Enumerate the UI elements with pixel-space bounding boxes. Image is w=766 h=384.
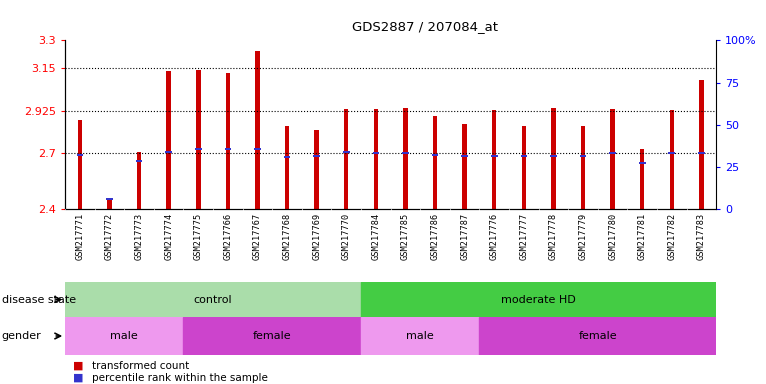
Text: GSM217774: GSM217774 [164,213,173,260]
Text: control: control [194,295,232,305]
Text: GSM217768: GSM217768 [283,213,292,260]
Bar [609,152,616,154]
Text: GSM217780: GSM217780 [608,213,617,260]
Bar [166,71,171,209]
Text: GSM217777: GSM217777 [519,213,529,260]
Text: GSM217776: GSM217776 [489,213,499,260]
Text: male: male [110,331,138,341]
Text: GSM217767: GSM217767 [253,213,262,260]
Text: ■: ■ [73,361,83,371]
Bar [552,108,555,209]
Bar [65,282,361,317]
Bar [550,155,557,157]
Bar [137,152,141,209]
Text: GSM217782: GSM217782 [667,213,676,260]
Text: GSM217784: GSM217784 [372,213,381,260]
Bar [106,198,113,200]
Bar [224,148,231,150]
Bar [611,109,615,209]
Bar [580,155,586,157]
Bar [521,155,527,157]
Bar [255,51,260,209]
Bar [374,109,378,209]
Bar [344,109,349,209]
Text: GSM217769: GSM217769 [313,213,321,260]
Text: gender: gender [2,331,41,341]
Bar [254,148,260,150]
Text: GSM217787: GSM217787 [460,213,469,260]
Text: transformed count: transformed count [92,361,189,371]
Bar [463,124,466,209]
Text: GSM217775: GSM217775 [194,213,203,260]
Bar [195,148,201,150]
Bar [77,154,83,156]
Bar [361,317,480,355]
Text: female: female [253,331,292,341]
Bar [403,108,408,209]
Text: GSM217778: GSM217778 [549,213,558,260]
Text: GSM217783: GSM217783 [697,213,706,260]
Bar [432,154,438,156]
Bar [640,149,644,209]
Bar [433,116,437,209]
Bar [165,151,172,153]
Bar [283,156,290,158]
Bar [522,126,526,209]
Bar [669,152,675,154]
Bar [669,110,674,209]
Bar [699,80,704,209]
Bar [480,317,716,355]
Text: female: female [578,331,617,341]
Bar [184,317,361,355]
Text: male: male [407,331,434,341]
Text: GSM217786: GSM217786 [430,213,440,260]
Text: GSM217766: GSM217766 [224,213,232,260]
Bar [581,126,585,209]
Bar [491,155,498,157]
Text: GSM217771: GSM217771 [75,213,84,260]
Bar [343,151,349,153]
Bar [196,70,201,209]
Bar [315,131,319,209]
Text: GSM217773: GSM217773 [135,213,143,260]
Text: disease state: disease state [2,295,76,305]
Bar [226,73,230,209]
Bar [65,317,184,355]
Text: GSM217785: GSM217785 [401,213,410,260]
Bar [461,155,468,157]
Bar [285,126,290,209]
Bar [639,162,646,164]
Text: ■: ■ [73,373,83,383]
Text: percentile rank within the sample: percentile rank within the sample [92,373,268,383]
Text: moderate HD: moderate HD [501,295,576,305]
Bar [402,152,409,154]
Bar [77,120,82,209]
Bar [698,152,705,154]
Bar [361,282,716,317]
Bar [136,161,142,162]
Text: GSM217779: GSM217779 [578,213,588,260]
Bar [372,152,379,154]
Text: GSM217770: GSM217770 [342,213,351,260]
Text: GDS2887 / 207084_at: GDS2887 / 207084_at [352,20,499,33]
Text: GSM217772: GSM217772 [105,213,114,260]
Bar [492,110,496,209]
Bar [107,199,112,209]
Text: GSM217781: GSM217781 [638,213,647,260]
Bar [313,155,320,157]
